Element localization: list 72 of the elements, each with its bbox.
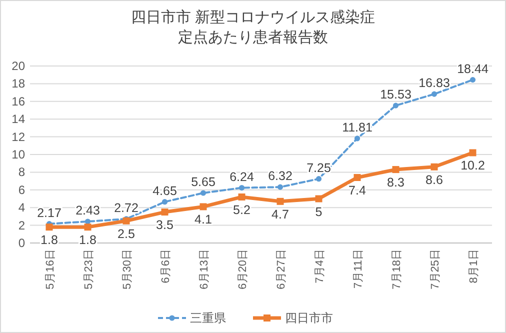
data-label: 6.24 — [230, 170, 254, 184]
data-label: 4.7 — [272, 207, 289, 222]
point — [161, 208, 168, 216]
point — [238, 184, 245, 191]
y-tick-label: 6 — [18, 182, 26, 197]
x-tick-label: 6月6日 — [160, 249, 172, 284]
data-label: 11.81 — [342, 120, 372, 134]
point — [470, 77, 476, 83]
point — [84, 218, 91, 224]
data-label: 5 — [315, 204, 322, 219]
x-tick-label: 7月25日 — [429, 249, 442, 290]
legend-label: 四日市市 — [285, 311, 333, 325]
data-label: 2.17 — [37, 206, 62, 220]
y-tick-label: 12 — [12, 130, 26, 144]
data-label: 16.83 — [418, 76, 450, 90]
point — [84, 224, 92, 231]
data-label: 6.32 — [268, 169, 292, 184]
y-tick-label: 4 — [18, 200, 26, 215]
data-label: 10.2 — [460, 158, 485, 173]
data-label: 7.4 — [348, 184, 366, 198]
point — [200, 190, 206, 196]
data-label: 8.3 — [387, 176, 404, 190]
data-label: 5.65 — [191, 174, 216, 189]
data-label: 18.44 — [457, 62, 488, 76]
x-tick-label: 5月30日 — [121, 249, 134, 290]
point — [354, 174, 361, 182]
y-tick-label: 18 — [12, 76, 26, 91]
data-label: 5.2 — [233, 202, 250, 217]
x-tick-label: 6月27日 — [275, 249, 288, 290]
data-label: 4.65 — [152, 184, 177, 198]
x-tick-label: 7月18日 — [390, 249, 403, 290]
data-label: 3.5 — [156, 218, 174, 232]
x-tick-label: 6月13日 — [198, 249, 210, 290]
point — [469, 149, 476, 156]
point — [431, 91, 438, 97]
chart-title: 四日市市 新型コロナウイルス感染症 — [130, 9, 376, 26]
point — [122, 217, 130, 224]
data-label: 8.6 — [426, 172, 443, 187]
data-label: 2.5 — [118, 226, 135, 241]
data-label: 4.1 — [194, 212, 212, 227]
x-tick-label: 8月1日 — [468, 249, 480, 284]
x-tick-label: 5月23日 — [82, 249, 95, 290]
data-label: 2.43 — [76, 203, 100, 218]
y-tick-label: 10 — [12, 148, 26, 162]
chart-subtitle: 定点あたり患者報告数 — [178, 29, 328, 46]
y-tick-label: 0 — [18, 236, 26, 250]
point — [162, 199, 168, 205]
data-label: 15.53 — [380, 88, 412, 102]
point — [354, 136, 360, 142]
point — [277, 184, 284, 190]
point — [316, 176, 322, 182]
point — [392, 166, 400, 174]
point — [46, 224, 53, 231]
x-tick-label: 7月11日 — [352, 249, 364, 289]
y-tick-label: 8 — [18, 165, 26, 180]
point — [392, 102, 399, 108]
y-tick-label: 20 — [12, 59, 26, 73]
point — [430, 163, 438, 170]
point — [276, 198, 284, 205]
point — [315, 195, 322, 202]
data-label: 1.8 — [40, 233, 58, 248]
x-tick-label: 5月16日 — [44, 249, 56, 290]
x-tick-label: 6月20日 — [236, 249, 249, 290]
y-tick-label: 2 — [18, 218, 26, 232]
y-tick-label: 14 — [12, 112, 26, 126]
data-label: 2.72 — [114, 200, 138, 215]
point — [238, 193, 246, 200]
y-tick-label: 16 — [12, 94, 26, 108]
data-label: 1.8 — [79, 233, 96, 248]
legend-label: 三重県 — [190, 311, 226, 325]
x-tick-label: 7月4日 — [314, 249, 326, 284]
point — [200, 203, 207, 210]
